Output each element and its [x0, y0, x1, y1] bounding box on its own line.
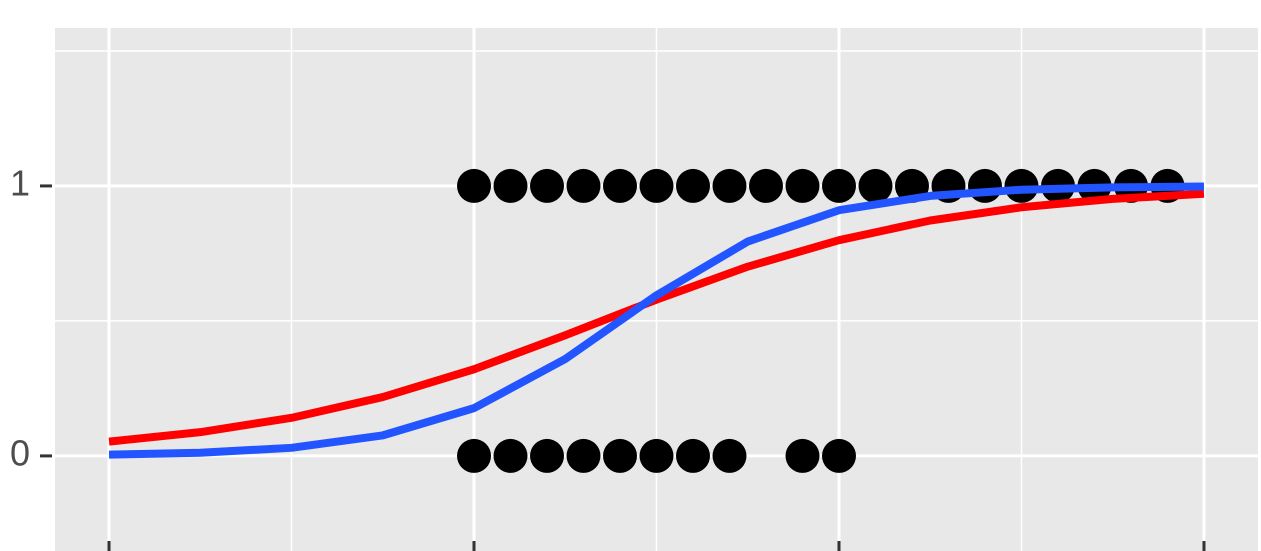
curve	[108, 182, 1205, 459]
point	[639, 168, 674, 203]
point	[785, 168, 820, 203]
point	[639, 438, 674, 473]
point	[530, 438, 565, 473]
point	[675, 438, 710, 473]
point	[821, 438, 856, 473]
point	[712, 168, 747, 203]
point	[967, 168, 1002, 203]
point	[712, 438, 747, 473]
point	[675, 168, 710, 203]
point	[566, 168, 601, 203]
point	[603, 438, 638, 473]
point	[785, 438, 820, 473]
point	[603, 168, 638, 203]
point	[457, 168, 492, 203]
y-tick-label: 1	[10, 162, 30, 203]
point	[566, 438, 601, 473]
point	[858, 168, 893, 203]
point	[821, 168, 856, 203]
y-tick-label: 0	[10, 432, 30, 473]
point	[748, 168, 783, 203]
point	[493, 438, 528, 473]
point	[530, 168, 565, 203]
point	[493, 168, 528, 203]
point	[457, 438, 492, 473]
